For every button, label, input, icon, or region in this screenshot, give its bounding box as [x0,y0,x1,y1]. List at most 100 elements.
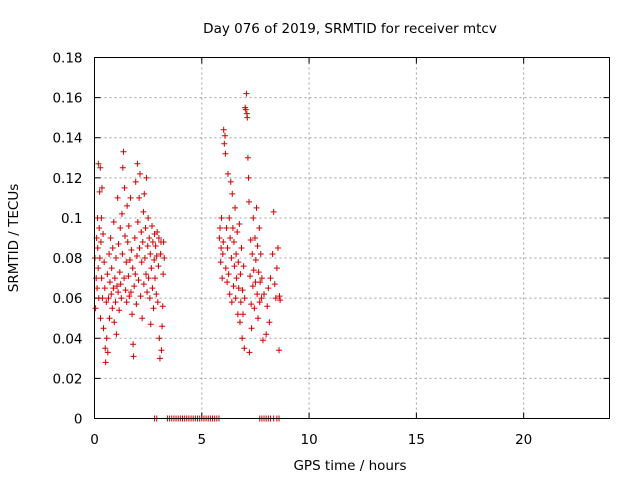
data-point [114,194,121,201]
data-point [224,245,231,252]
plot-frame [94,57,610,419]
data-point [256,224,263,231]
data-point [224,170,231,177]
data-point [111,319,118,326]
data-point [133,253,140,260]
data-point [255,269,262,276]
data-point [115,289,122,296]
data-point [244,114,251,121]
data-point [96,255,103,262]
data-point [239,287,246,294]
data-point [265,285,272,292]
data-point [217,224,224,231]
chart-title: Day 076 of 2019, SRMTID for receiver mtc… [203,21,497,37]
data-point [130,341,137,348]
data-point [129,311,136,318]
data-point [234,311,241,318]
y-tick-label: 0 [74,412,83,428]
data-point [259,337,266,344]
data-point [126,257,133,264]
data-point [149,285,156,292]
data-point [241,345,248,352]
data-point [234,228,241,235]
data-point [232,295,239,302]
data-point [245,174,252,181]
data-point [150,305,157,312]
data-point [222,150,229,157]
data-point [251,305,258,312]
data-point [228,299,235,306]
data-point [272,295,279,302]
data-point [218,245,225,252]
data-point [229,224,236,231]
data-point [144,243,151,250]
x-tick-label: 20 [515,432,532,448]
data-point [242,106,249,113]
data-point [153,253,160,260]
data-point [277,297,284,304]
data-point [106,251,113,258]
data-point [269,251,276,258]
data-point [135,277,142,284]
data-point [226,214,233,221]
data-point [236,319,243,326]
data-point [94,285,101,292]
data-point [256,299,263,306]
data-point [112,299,119,306]
data-point [227,178,234,185]
data-point [105,295,112,302]
data-point [129,265,136,272]
data-point [106,279,113,286]
data-point [108,265,115,272]
data-point [246,198,252,205]
data-point [122,287,129,294]
data-point [99,295,106,302]
data-point [229,190,236,197]
data-point [154,299,161,306]
data-point [104,271,111,278]
data-point [112,255,119,262]
data-point [119,164,126,171]
data-point [103,335,110,342]
data-point [276,347,283,354]
data-point [230,239,237,246]
data-point [146,235,153,241]
data-point [220,239,227,246]
data-point [102,345,109,352]
data-point [250,267,257,274]
data-point [108,291,115,298]
data-point [218,214,225,221]
data-point [149,239,156,246]
data-point [96,188,103,195]
data-point [160,239,167,246]
data-point [138,259,145,266]
x-tick-label: 15 [408,432,425,448]
data-point [104,349,111,356]
data-point [158,347,165,354]
data-point [100,325,107,332]
data-point [217,259,224,266]
data-point [109,245,116,252]
data-point [249,251,256,258]
data-point [254,243,261,250]
data-point [131,283,138,290]
data-point [239,311,246,318]
data-point [120,148,127,155]
data-point [231,263,238,270]
data-point [148,265,155,272]
data-point [125,222,132,229]
data-point [127,289,134,296]
data-point [123,259,130,266]
data-point [266,319,273,326]
data-point [145,214,152,221]
data-point [247,237,254,244]
data-point [113,331,120,338]
data-point [223,224,230,231]
data-point [244,154,251,161]
data-point [132,178,139,185]
data-point [240,263,247,270]
data-point [157,251,164,258]
data-point [126,293,133,300]
data-point [267,275,274,282]
